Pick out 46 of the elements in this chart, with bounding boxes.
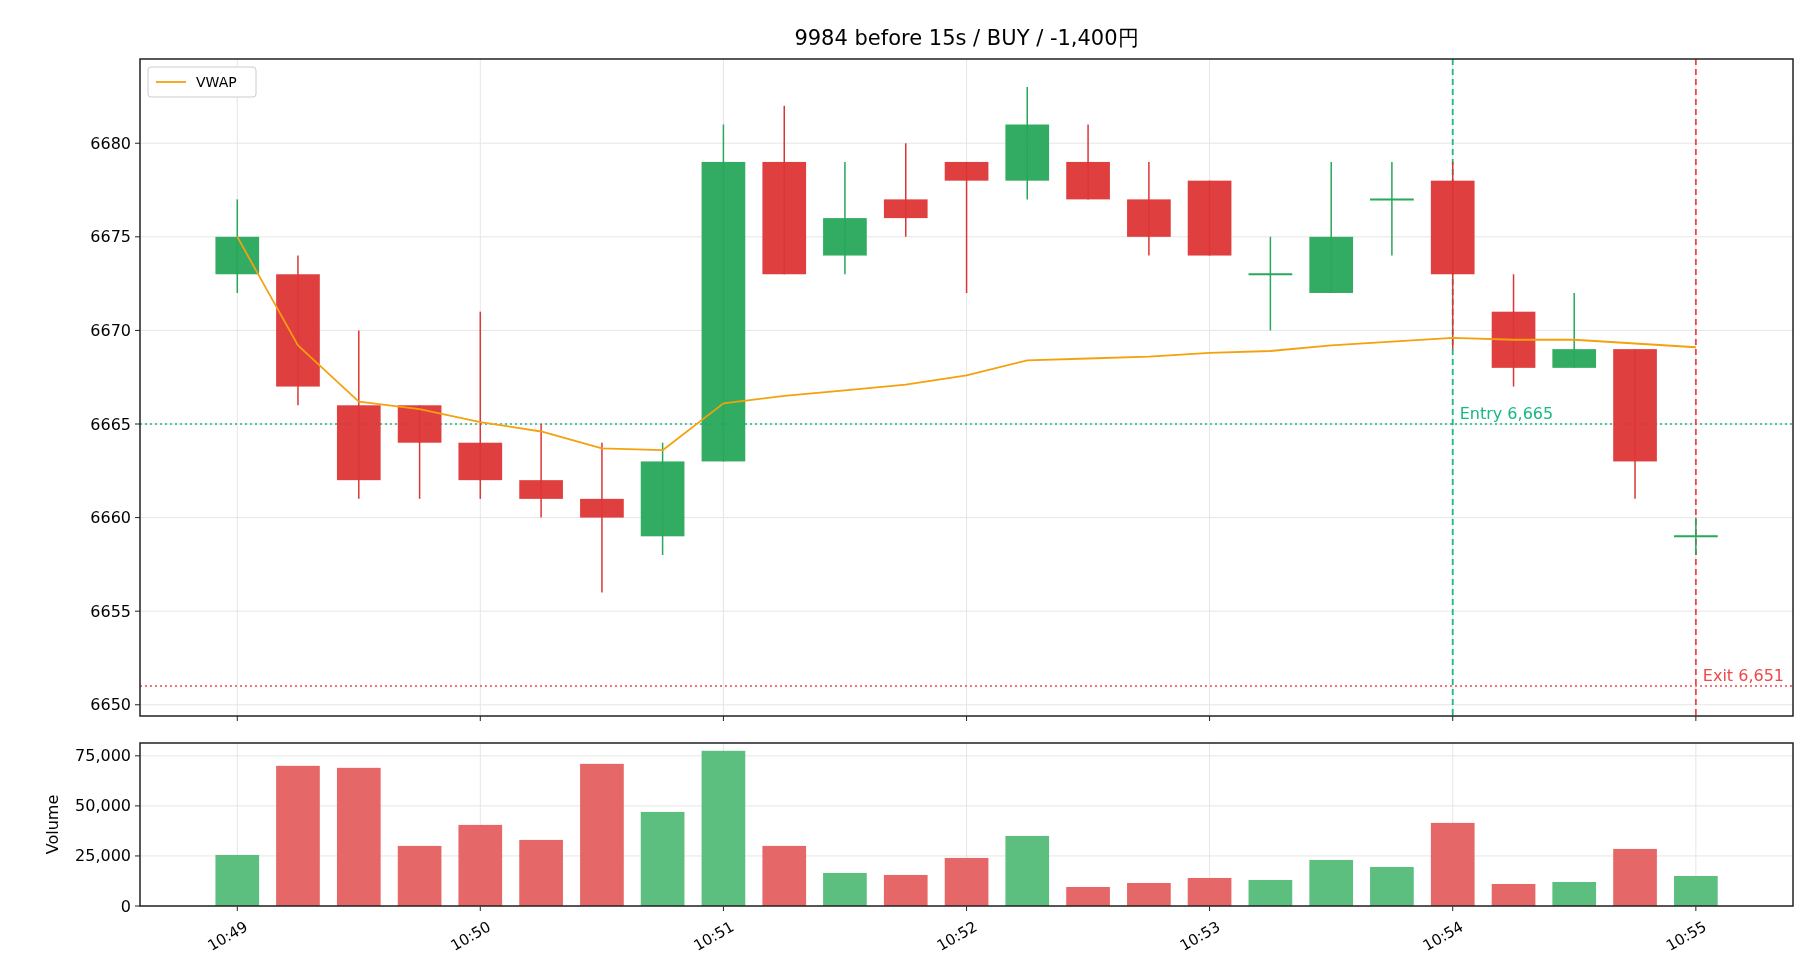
bar xyxy=(215,854,260,906)
bar xyxy=(1309,859,1354,906)
y-tick-label: 50,000 xyxy=(75,796,131,816)
ref-line-label: Exit 6,651 xyxy=(1702,666,1785,686)
bar xyxy=(1187,877,1232,906)
bar xyxy=(458,824,503,906)
y-axis-title: Volume xyxy=(43,794,62,855)
candlestick xyxy=(1247,236,1294,332)
candlestick xyxy=(1673,516,1719,556)
candlestick xyxy=(580,441,624,594)
bar xyxy=(1127,882,1171,906)
y-tick-label: 6675 xyxy=(90,227,131,247)
bar xyxy=(1430,822,1475,906)
y-tick-label: 6660 xyxy=(90,508,131,528)
y-tick-label: 0 xyxy=(120,896,131,916)
bar xyxy=(1552,881,1597,906)
bar xyxy=(1491,883,1536,906)
candlestick xyxy=(1369,161,1415,257)
bar xyxy=(519,839,563,906)
legend-label: VWAP xyxy=(196,74,237,90)
y-tick-label: 6680 xyxy=(90,133,131,153)
bar xyxy=(1613,848,1657,906)
chart-title: 9984 before 15s / BUY / -1,400円 xyxy=(794,26,1139,50)
bar xyxy=(883,874,928,906)
bar xyxy=(762,845,807,906)
bar xyxy=(1370,866,1414,906)
y-tick-label: 6665 xyxy=(90,414,131,434)
bar xyxy=(701,750,746,906)
bar xyxy=(276,765,320,906)
bar xyxy=(1674,875,1718,906)
bar xyxy=(1005,835,1050,906)
bar xyxy=(580,763,624,906)
y-tick-label: 25,000 xyxy=(75,846,131,866)
y-tick-label: 6670 xyxy=(90,320,131,340)
y-tick-label: 75,000 xyxy=(75,746,131,766)
bar xyxy=(397,845,442,906)
y-tick-label: 6650 xyxy=(90,695,131,715)
bar xyxy=(944,857,989,906)
ref-line-label: Entry 6,665 xyxy=(1459,404,1554,423)
bar xyxy=(336,767,381,906)
bar xyxy=(640,811,685,906)
line-series xyxy=(236,235,1697,452)
y-tick-label: 6655 xyxy=(90,601,131,621)
bar xyxy=(823,872,867,906)
bar xyxy=(1248,879,1293,906)
bar xyxy=(1066,886,1110,906)
